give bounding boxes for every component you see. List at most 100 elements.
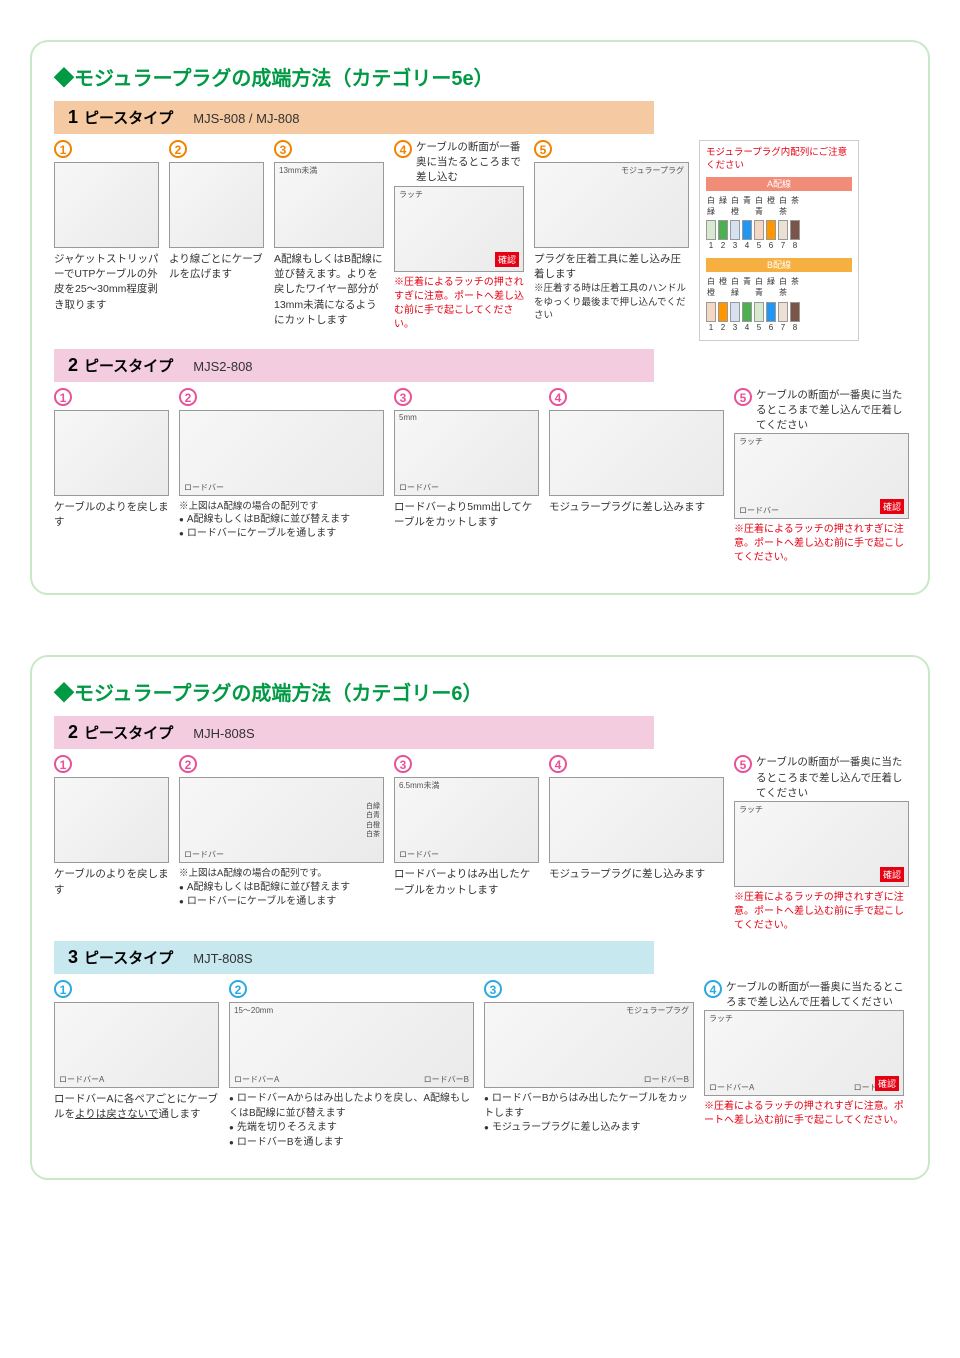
subsection-number: 3: [62, 943, 84, 972]
pin-label: 白緑: [366, 802, 380, 811]
pair-sub: 橙: [730, 207, 740, 218]
tool-anno: モジュラープラグ: [621, 165, 684, 176]
wiring-legend: モジュラープラグ内配列にご注意くださいA配線白緑白青白橙白茶緑橙青茶123456…: [699, 140, 859, 341]
wire-chip: [730, 302, 740, 322]
step-caption: モジュラープラグに差し込みます: [549, 500, 724, 515]
step-caption: ロードバーより5mm出してケーブルをカットします: [394, 500, 539, 530]
subsection-label: ピースタイプ: [84, 351, 179, 380]
step-header: 1: [54, 755, 169, 777]
step-number: 1: [54, 755, 72, 773]
step-header: 1: [54, 388, 169, 410]
step-header: 3: [394, 388, 539, 410]
step-number: 4: [704, 980, 722, 998]
step-bullet: ロードバーにケーブルを通します: [179, 527, 384, 542]
confirm-tag: 確認: [880, 499, 904, 514]
pair-text: 白: [730, 196, 740, 207]
dimension-anno: 13mm未満: [279, 165, 317, 176]
loadbar-anno: ロードバー: [739, 505, 779, 516]
subsection-bar-wrap: 2ピースタイプMJH-808S: [54, 716, 906, 749]
step-header: 1: [54, 980, 219, 1002]
step-illustration: ラッチ確認: [734, 801, 909, 887]
step-illustration: ロードバーA: [54, 1002, 219, 1088]
loadbar-anno: ロードバー: [399, 482, 439, 493]
wire-chip: [742, 302, 752, 322]
steps-row: 1ジャケットストリッパーでUTPケーブルの外皮を25〜30mm程度剥き取ります 2…: [54, 140, 906, 341]
wire-chip: [718, 220, 728, 240]
step-header: 4: [549, 755, 724, 777]
step-caption: プラグを圧着工具に差し込み圧着します: [534, 252, 689, 282]
subsection-number: 2: [62, 718, 84, 747]
step-header: 3: [394, 755, 539, 777]
wiring-band: B配線: [706, 258, 852, 272]
loadbar-anno: ロードバー: [184, 849, 224, 860]
step-bullet: 先端を切りそろえます: [229, 1121, 474, 1136]
confirm-tag: 確認: [495, 252, 519, 267]
wire-chip: [742, 220, 752, 240]
pin-num: 7: [778, 241, 788, 252]
step-number: 2: [229, 980, 247, 998]
pin-numbers: 12345678: [706, 241, 852, 252]
pair-sub: 橙: [706, 288, 716, 299]
step-number: 5: [734, 755, 752, 773]
step: 35mmロードバーロードバーより5mm出してケーブルをカットします: [394, 388, 539, 530]
subsection-bar-wrap: 3ピースタイプ MJT-808S: [54, 941, 906, 974]
wire-chip: [730, 220, 740, 240]
step-illustration: [549, 777, 724, 863]
step: 1ジャケットストリッパーでUTPケーブルの外皮を25〜30mm程度剥き取ります: [54, 140, 159, 313]
pair-text: 緑: [718, 196, 728, 207]
pair-text: 白: [706, 277, 716, 288]
step-illustration: [54, 777, 169, 863]
step-illustration: 5mmロードバー: [394, 410, 539, 496]
step-bullets: A配線もしくはB配線に並び替えますロードバーにケーブルを通します: [179, 881, 384, 910]
step-bullet: モジュラープラグに差し込みます: [484, 1121, 694, 1136]
step-header: 3: [274, 140, 384, 162]
step-bullets: A配線もしくはB配線に並び替えますロードバーにケーブルを通します: [179, 513, 384, 542]
step-illustration: 13mm未満: [274, 162, 384, 248]
step-warning: ※圧着によるラッチの押されすぎに注意。ポートへ差し込む前に手で起こしてください。: [734, 891, 909, 933]
step: 2ロードバー白緑白青白橙白茶※上図はA配線の場合の配列です。A配線もしくはB配線…: [179, 755, 384, 909]
step-illustration: ロードバー白緑白青白橙白茶: [179, 777, 384, 863]
step-caption: ケーブルのよりを戻します: [54, 500, 169, 530]
wire-color-chips: [706, 302, 852, 322]
pin-num: 1: [706, 241, 716, 252]
step-number: 4: [549, 755, 567, 773]
wire-chip: [790, 302, 800, 322]
step-bullet: ロードバーBを通します: [229, 1136, 474, 1151]
subsection-label: ピースタイプ: [84, 943, 179, 972]
pin-num: 2: [718, 241, 728, 252]
pin-label: 白茶: [366, 829, 380, 838]
pin-num: 8: [790, 241, 800, 252]
pin-num: 6: [766, 241, 776, 252]
step-caption: モジュラープラグに差し込みます: [549, 867, 724, 882]
step: 4ケーブルの断面が一番奥に当たるところまで差し込むラッチ確認※圧着によるラッチの…: [394, 140, 524, 332]
step-header: 5: [534, 140, 689, 162]
step-number: 1: [54, 980, 72, 998]
loadbar-a-anno: ロードバーA: [234, 1074, 279, 1085]
step-illustration: ラッチ確認: [394, 186, 524, 272]
step-warning: ※圧着によるラッチの押されすぎに注意。ポートへ差し込む前に手で起こしてください。: [704, 1100, 904, 1128]
latch-anno: ラッチ: [739, 436, 763, 447]
pair-text: 橙: [718, 277, 728, 288]
pair-text: 白: [730, 277, 740, 288]
step: 36.5mm未満ロードバーロードバーよりはみ出したケーブルをカットします: [394, 755, 539, 897]
confirm-tag: 確認: [875, 1076, 899, 1091]
wire-chip: [766, 220, 776, 240]
step: 1 ケーブルのよりを戻します: [54, 388, 169, 530]
latch-anno: ラッチ: [709, 1013, 733, 1024]
pair-sub: 茶: [778, 288, 788, 299]
pair-sub: 緑: [730, 288, 740, 299]
pair-text: 緑: [766, 277, 776, 288]
step-illustration: 6.5mm未満ロードバー: [394, 777, 539, 863]
subsection-model: MJT-808S: [193, 951, 252, 966]
loadbar-a-anno: ロードバーA: [709, 1082, 754, 1093]
loadbar-anno: ロードバーA: [59, 1074, 104, 1085]
pair-text: 青: [742, 277, 752, 288]
step-number: 3: [394, 755, 412, 773]
pin-num: 3: [730, 323, 740, 334]
pair-text: 白: [754, 196, 764, 207]
step-header: 2: [229, 980, 474, 1002]
wire-chip: [754, 220, 764, 240]
subsection-number: 1: [62, 103, 84, 132]
step-illustration: [54, 410, 169, 496]
step-bullet: A配線もしくはB配線に並び替えます: [179, 513, 384, 528]
